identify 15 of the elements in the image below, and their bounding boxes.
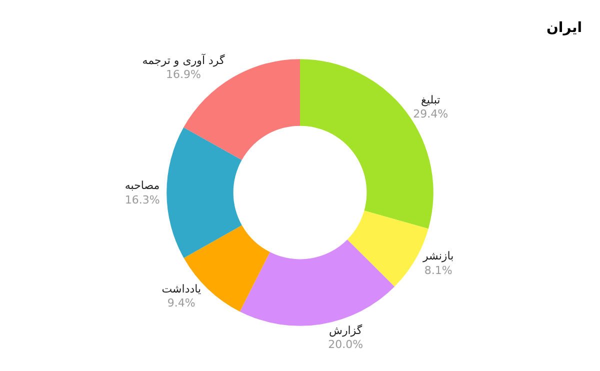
slice-label: بازنشر (422, 250, 454, 263)
donut-slice (166, 127, 242, 258)
data-label: 29.4% (413, 108, 448, 121)
slice-label: تبلیغ (421, 93, 440, 106)
donut-slice (240, 240, 395, 326)
data-label: 8.1% (424, 264, 452, 277)
slice-label: یادداشت (162, 282, 202, 296)
data-label: 20.0% (328, 338, 364, 352)
slice-label: گرد آوری و ترجمه (142, 52, 226, 67)
data-label: 9.4% (167, 296, 196, 310)
data-label: 16.3% (124, 193, 160, 206)
data-label: 16.9% (166, 68, 201, 82)
slice-label: مصاحبه (124, 179, 160, 192)
text: ایران (546, 20, 582, 36)
slice-label: گزارش (329, 324, 363, 337)
